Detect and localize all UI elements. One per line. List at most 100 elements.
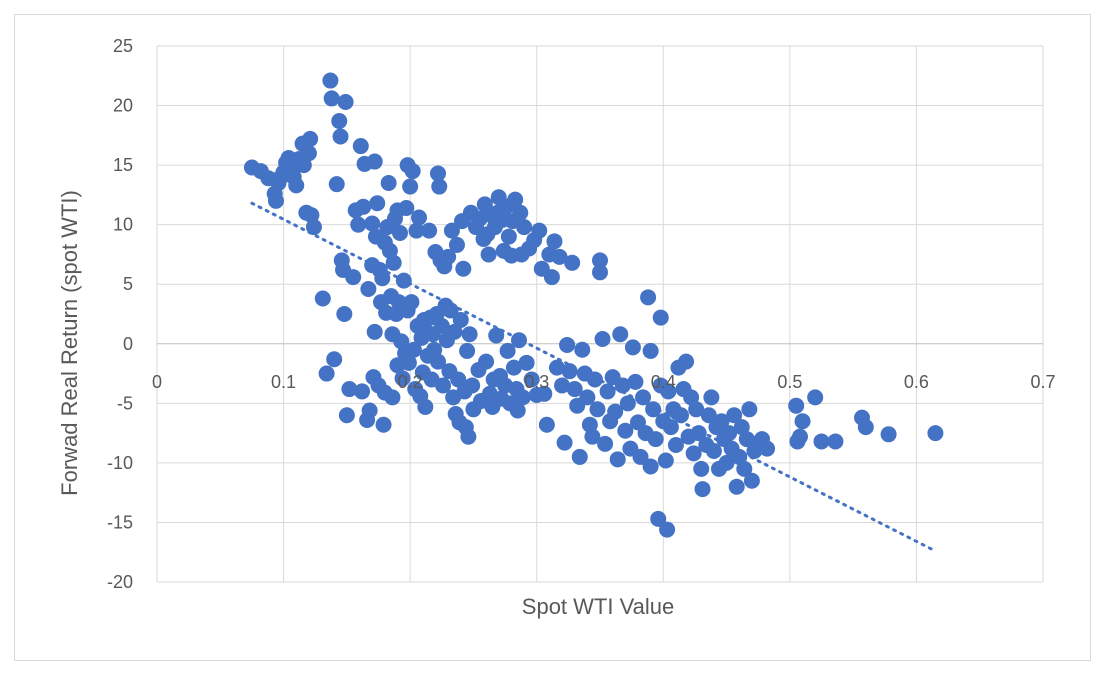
- y-tick-label: 15: [113, 155, 133, 175]
- data-point: [564, 254, 581, 271]
- data-point: [361, 402, 378, 419]
- data-point: [678, 353, 695, 370]
- y-tick-label: -15: [107, 512, 133, 532]
- data-point: [566, 381, 583, 398]
- data-point: [612, 326, 629, 343]
- data-point: [404, 163, 421, 180]
- x-tick-label: 0.5: [777, 372, 802, 392]
- data-point: [429, 165, 446, 182]
- data-point: [647, 431, 664, 448]
- x-tick-label: 0.6: [904, 372, 929, 392]
- data-point: [478, 353, 495, 370]
- data-point: [726, 407, 743, 424]
- data-point: [514, 389, 531, 406]
- data-point: [685, 445, 702, 462]
- data-point: [700, 407, 717, 424]
- data-point: [455, 260, 472, 277]
- data-point: [667, 437, 684, 454]
- data-point: [609, 451, 626, 468]
- data-point: [673, 407, 690, 424]
- data-point: [380, 174, 397, 191]
- data-point: [857, 419, 874, 436]
- data-point: [642, 342, 659, 359]
- data-point: [435, 377, 452, 394]
- data-point: [366, 323, 383, 340]
- data-point: [512, 204, 529, 221]
- data-point: [338, 407, 355, 424]
- x-axis-title: Spot WTI Value: [522, 594, 674, 619]
- data-point: [688, 401, 705, 418]
- data-point: [509, 402, 526, 419]
- data-point: [531, 222, 548, 239]
- data-point: [411, 209, 428, 226]
- data-point: [659, 521, 676, 538]
- data-point: [759, 440, 776, 457]
- y-tick-labels: 25 20 15 10 5 0 -5 -10 -15 -20: [107, 36, 133, 592]
- data-point: [302, 130, 319, 147]
- y-axis-title: Forwad Real Return (spot WTI): [57, 190, 82, 496]
- data-point: [632, 448, 649, 465]
- data-point: [450, 371, 467, 388]
- x-tick-label: 0.3: [524, 372, 549, 392]
- data-point: [350, 216, 367, 233]
- data-point: [599, 383, 616, 400]
- data-point: [480, 246, 497, 263]
- data-point: [927, 425, 944, 442]
- data-point: [421, 222, 438, 239]
- x-tick-label: 0.4: [651, 372, 676, 392]
- data-point: [728, 478, 745, 495]
- data-point: [499, 342, 516, 359]
- data-point: [694, 481, 711, 498]
- data-point: [619, 395, 636, 412]
- data-point: [459, 342, 476, 359]
- x-tick-label: 0.7: [1030, 372, 1055, 392]
- data-point: [788, 397, 805, 414]
- data-point: [336, 306, 353, 322]
- y-tick-label: -20: [107, 572, 133, 592]
- data-point: [743, 472, 760, 489]
- data-point: [594, 331, 611, 348]
- data-point: [288, 177, 305, 194]
- data-point: [400, 354, 417, 371]
- data-point: [267, 192, 284, 209]
- data-point: [318, 365, 335, 382]
- data-point: [554, 377, 571, 394]
- data-point: [392, 225, 409, 242]
- data-point: [807, 389, 824, 406]
- data-point: [597, 435, 614, 452]
- data-point: [322, 72, 339, 89]
- data-point: [314, 290, 331, 307]
- y-tick-label: 10: [113, 215, 133, 235]
- data-point: [323, 90, 340, 107]
- data-point: [405, 341, 422, 358]
- data-point: [440, 248, 457, 265]
- data-point: [736, 460, 753, 477]
- data-point: [507, 191, 524, 208]
- y-tick-label: 25: [113, 36, 133, 56]
- data-point: [551, 248, 568, 265]
- y-tick-label: 5: [123, 274, 133, 294]
- data-point: [394, 370, 411, 387]
- data-point: [443, 222, 460, 239]
- data-point: [516, 219, 533, 236]
- data-point: [300, 145, 317, 162]
- data-point: [592, 264, 608, 281]
- data-point: [337, 93, 354, 110]
- data-point: [505, 359, 522, 376]
- data-point: [326, 351, 343, 368]
- data-point: [627, 373, 644, 390]
- data-point: [345, 269, 362, 286]
- data-point: [364, 215, 381, 232]
- data-point: [328, 176, 345, 193]
- data-point: [369, 195, 386, 212]
- data-point: [718, 454, 735, 471]
- data-point: [398, 199, 415, 216]
- data-point: [403, 294, 420, 311]
- data-point: [584, 428, 601, 445]
- data-point: [657, 452, 674, 469]
- data-point: [645, 401, 662, 418]
- x-tick-label: 0.1: [271, 372, 296, 392]
- data-point: [579, 389, 596, 406]
- data-point: [510, 332, 527, 349]
